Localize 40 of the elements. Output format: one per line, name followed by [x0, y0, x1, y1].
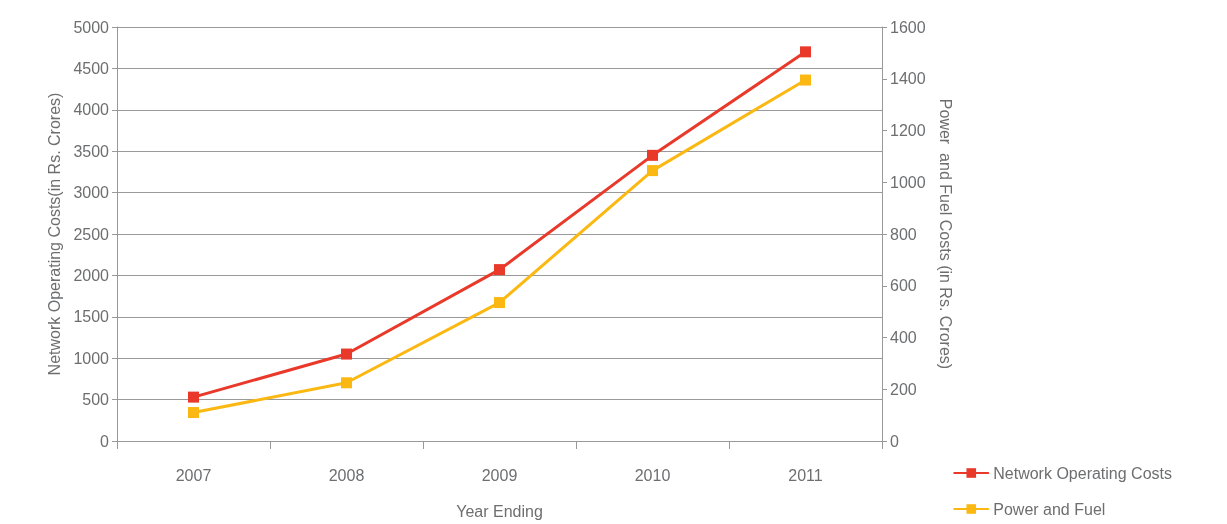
point — [800, 46, 811, 58]
point — [494, 297, 505, 309]
y2-tick-label: 400 — [890, 329, 917, 346]
y-tick-label: 5000 — [73, 18, 110, 36]
y2-axis-title: Power and Fuel Costs (in Rs. Crores) — [936, 98, 954, 370]
y-tick-label: 3500 — [73, 142, 110, 160]
y2-tick-label: 200 — [890, 380, 917, 398]
point — [188, 391, 199, 403]
y-tick-label: 500 — [82, 391, 110, 409]
point — [494, 264, 505, 276]
y-tick-label: 4000 — [73, 101, 110, 119]
y2-tick-label: 1600 — [890, 18, 926, 36]
y2-tick-label: 800 — [890, 225, 917, 243]
point — [647, 149, 658, 161]
y-tick-label: 4500 — [73, 59, 110, 77]
y-tick-label: 1500 — [73, 308, 110, 326]
point — [341, 348, 352, 360]
y-tick-label: 0 — [100, 432, 110, 450]
x-tick-label: 2007 — [175, 466, 212, 484]
point — [188, 407, 199, 419]
point — [341, 377, 352, 389]
x-tick-label: 2008 — [328, 466, 365, 484]
y-axis-title: Network Operating Costs(in Rs. Crores) — [45, 92, 63, 376]
legend-label: Power and Fuel — [993, 500, 1106, 518]
y-tick-label: 2500 — [73, 225, 110, 243]
y2-tick-label: 1400 — [890, 70, 926, 88]
y2-tick-label: 600 — [890, 277, 917, 295]
y-tick-label: 2000 — [73, 266, 110, 284]
x-axis-title: Year Ending — [456, 502, 543, 520]
y-tick-label: 1000 — [73, 349, 110, 367]
y2-tick-label: 1000 — [890, 173, 926, 191]
x-tick-label: 2010 — [634, 466, 671, 484]
x-tick-label: 2009 — [481, 466, 518, 484]
y2-tick-label: 0 — [890, 432, 899, 450]
y-tick-label: 3000 — [73, 184, 110, 202]
y2-tick-label: 1200 — [890, 122, 926, 139]
legend-label: Network Operating Costs — [993, 464, 1172, 482]
point — [800, 74, 811, 86]
x-tick-label: 2011 — [788, 466, 823, 484]
point — [647, 165, 658, 177]
